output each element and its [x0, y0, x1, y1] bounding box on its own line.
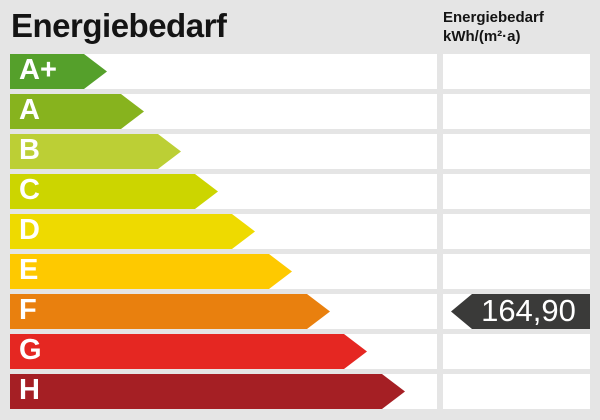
- scale-row-g: G: [10, 334, 590, 369]
- rating-arrow: E: [10, 254, 292, 289]
- scale-row-aplus: A+: [10, 54, 590, 89]
- value-cell: [443, 374, 590, 409]
- scale-bar-track: G: [10, 334, 437, 369]
- scale-row-c: C: [10, 174, 590, 209]
- rating-letter: H: [19, 374, 40, 406]
- rating-letter: B: [19, 134, 40, 166]
- value-cell: [443, 214, 590, 249]
- rating-letter: F: [19, 294, 37, 326]
- scale-bar-track: A+: [10, 54, 437, 89]
- scale-bar-track: B: [10, 134, 437, 169]
- scale-bar-track: H: [10, 374, 437, 409]
- value-cell: [443, 174, 590, 209]
- rating-arrow: B: [10, 134, 181, 169]
- scale-row-f: F 164,90: [10, 294, 590, 329]
- rating-arrow: C: [10, 174, 218, 209]
- scale-bar-track: C: [10, 174, 437, 209]
- scale-row-h: H: [10, 374, 590, 409]
- rating-letter: D: [19, 214, 40, 246]
- value-cell: [443, 334, 590, 369]
- scale-bar-track: E: [10, 254, 437, 289]
- value-column-header: Energiebedarf kWh/(m²·a): [443, 8, 544, 46]
- rating-arrow: H: [10, 374, 405, 409]
- scale-bar-track: D: [10, 214, 437, 249]
- value-column-title: Energiebedarf: [443, 9, 544, 26]
- rating-letter: C: [19, 174, 40, 206]
- rating-letter: G: [19, 334, 42, 366]
- value-cell: [443, 94, 590, 129]
- value-cell: [443, 134, 590, 169]
- scale-row-e: E: [10, 254, 590, 289]
- value-cell: [443, 254, 590, 289]
- value-column-unit: kWh/(m²·a): [443, 28, 521, 45]
- scale-row-d: D: [10, 214, 590, 249]
- rating-arrow: A: [10, 94, 144, 129]
- value-cell: 164,90: [443, 294, 590, 329]
- energy-scale: A+ A B C D: [10, 54, 590, 409]
- current-value-badge: 164,90: [451, 294, 590, 329]
- rating-letter: A: [19, 94, 40, 126]
- rating-letter: E: [19, 254, 39, 286]
- current-value-text: 164,90: [481, 294, 576, 328]
- scale-row-b: B: [10, 134, 590, 169]
- value-cell: [443, 54, 590, 89]
- scale-bar-track: F: [10, 294, 437, 329]
- rating-arrow: F: [10, 294, 330, 329]
- scale-row-a: A: [10, 94, 590, 129]
- page-title: Energiebedarf: [11, 7, 227, 44]
- rating-arrow: A+: [10, 54, 107, 89]
- scale-bar-track: A: [10, 94, 437, 129]
- rating-letter: A+: [19, 54, 57, 86]
- rating-arrow: D: [10, 214, 255, 249]
- rating-arrow: G: [10, 334, 367, 369]
